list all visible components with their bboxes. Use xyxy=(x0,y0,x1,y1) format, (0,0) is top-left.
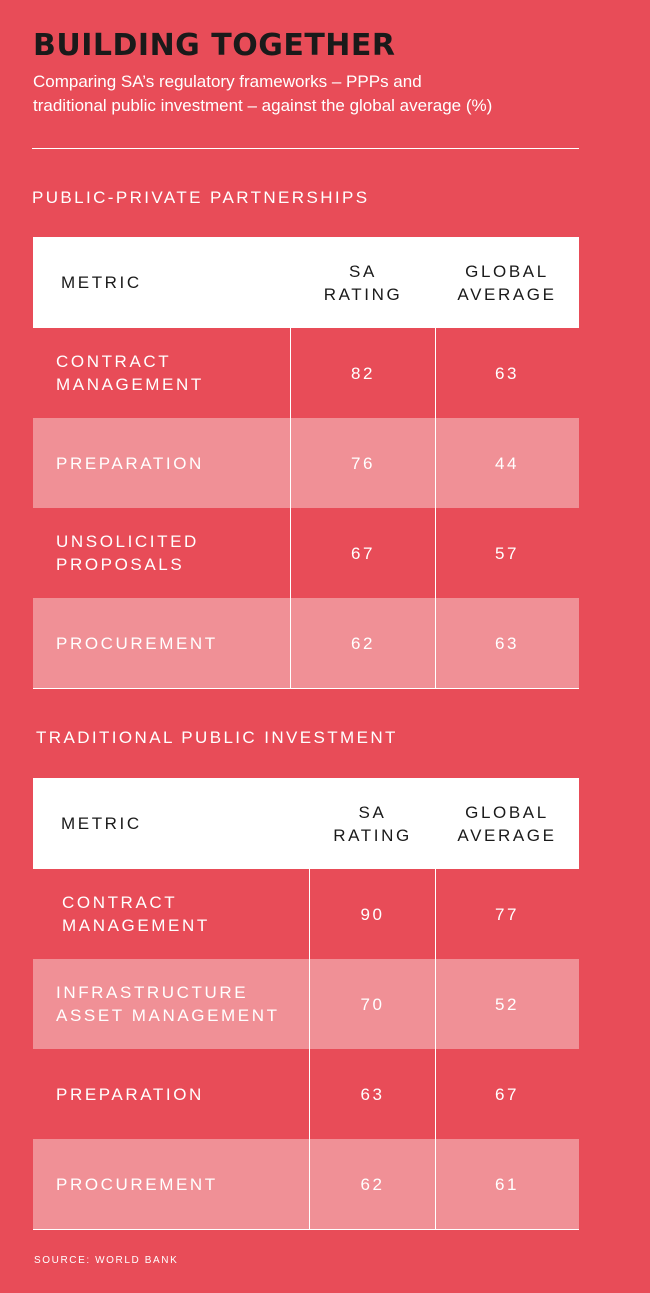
ppp-row-sa-value: 76 xyxy=(350,453,376,473)
ppp-table: METRIC SA RATING GLOBAL AVERAGE CONTRACT MA… xyxy=(33,237,579,689)
tpi-row-global-value: 52 xyxy=(494,994,520,1014)
ppp-header-global-average: GLOBAL AVERAGE xyxy=(457,261,557,304)
ppp-header-sa-rating: SA RATING xyxy=(323,261,403,304)
page-title: BUILDING TOGETHER xyxy=(33,28,396,63)
tpi-header-global-average: GLOBAL AVERAGE xyxy=(457,802,557,845)
tpi-row-procurement: PROCUREMENT 62 61 xyxy=(33,1139,579,1229)
ppp-row-metric: PROCUREMENT xyxy=(56,633,218,653)
tpi-table-header: METRIC SA RATING GLOBAL AVERAGE xyxy=(33,778,579,869)
tpi-row-sa-value: 63 xyxy=(360,1084,385,1104)
ppp-row-global-value: 63 xyxy=(494,633,520,653)
ppp-row-sa-value: 67 xyxy=(350,543,376,563)
tpi-row-sa-value: 62 xyxy=(360,1174,385,1194)
ppp-section-heading: PUBLIC-PRIVATE PARTNERSHIPS xyxy=(32,188,370,207)
ppp-row-metric: CONTRACT MANAGEMENT xyxy=(56,352,204,394)
ppp-row-procurement: PROCUREMENT 62 63 xyxy=(33,598,579,688)
tpi-row-global-value: 67 xyxy=(494,1084,520,1104)
subtitle-line-1: Comparing SA’s regulatory frameworks – P… xyxy=(33,72,422,91)
subtitle-line-2: traditional public investment – against … xyxy=(33,96,493,115)
tpi-table: METRIC SA RATING GLOBAL AVERAGE CONTRACT MA… xyxy=(33,778,579,1230)
tpi-row-infrastructure-asset-management: INFRASTRUCTURE ASSET MANAGEMENT 70 52 xyxy=(33,959,579,1049)
ppp-header-metric: METRIC xyxy=(61,273,142,292)
ppp-row-sa-value: 82 xyxy=(350,363,376,383)
tpi-header-metric: METRIC xyxy=(61,814,142,833)
tpi-column-divider xyxy=(435,869,436,1229)
tpi-row-metric: PROCUREMENT xyxy=(56,1174,218,1194)
source-note: SOURCE: WORLD BANK xyxy=(34,1255,179,1266)
tpi-header-sa-rating: SA RATING xyxy=(333,802,412,845)
ppp-row-global-value: 63 xyxy=(494,363,520,383)
tpi-row-sa-value: 90 xyxy=(360,904,385,924)
ppp-column-divider xyxy=(290,328,291,688)
ppp-row-preparation: PREPARATION 76 44 xyxy=(33,418,579,508)
tpi-row-contract-management: CONTRACT MANAGEMENT 90 77 xyxy=(33,869,579,959)
tpi-row-preparation: PREPARATION 63 67 xyxy=(33,1049,579,1139)
title-divider xyxy=(32,148,579,149)
ppp-row-contract-management: CONTRACT MANAGEMENT 82 63 xyxy=(33,328,579,418)
ppp-row-metric: UNSOLICITED PROPOSALS xyxy=(56,532,199,574)
ppp-column-divider xyxy=(435,328,436,688)
tpi-row-global-value: 77 xyxy=(494,904,520,924)
page-subtitle: Comparing SA’s regulatory frameworks – P… xyxy=(33,70,593,118)
tpi-column-divider xyxy=(309,869,310,1229)
ppp-row-unsolicited-proposals: UNSOLICITED PROPOSALS 67 57 xyxy=(33,508,579,598)
tpi-row-metric: PREPARATION xyxy=(56,1084,204,1104)
ppp-row-metric: PREPARATION xyxy=(56,453,204,473)
tpi-section-heading: TRADITIONAL PUBLIC INVESTMENT xyxy=(36,728,398,747)
tpi-row-metric: INFRASTRUCTURE ASSET MANAGEMENT xyxy=(56,983,280,1025)
ppp-row-global-value: 57 xyxy=(494,543,520,563)
ppp-row-sa-value: 62 xyxy=(350,633,376,653)
tpi-row-global-value: 61 xyxy=(494,1174,520,1194)
tpi-row-metric: CONTRACT MANAGEMENT xyxy=(62,893,210,935)
ppp-table-header: METRIC SA RATING GLOBAL AVERAGE xyxy=(33,237,579,328)
tpi-row-sa-value: 70 xyxy=(360,994,385,1014)
ppp-row-global-value: 44 xyxy=(494,453,520,473)
